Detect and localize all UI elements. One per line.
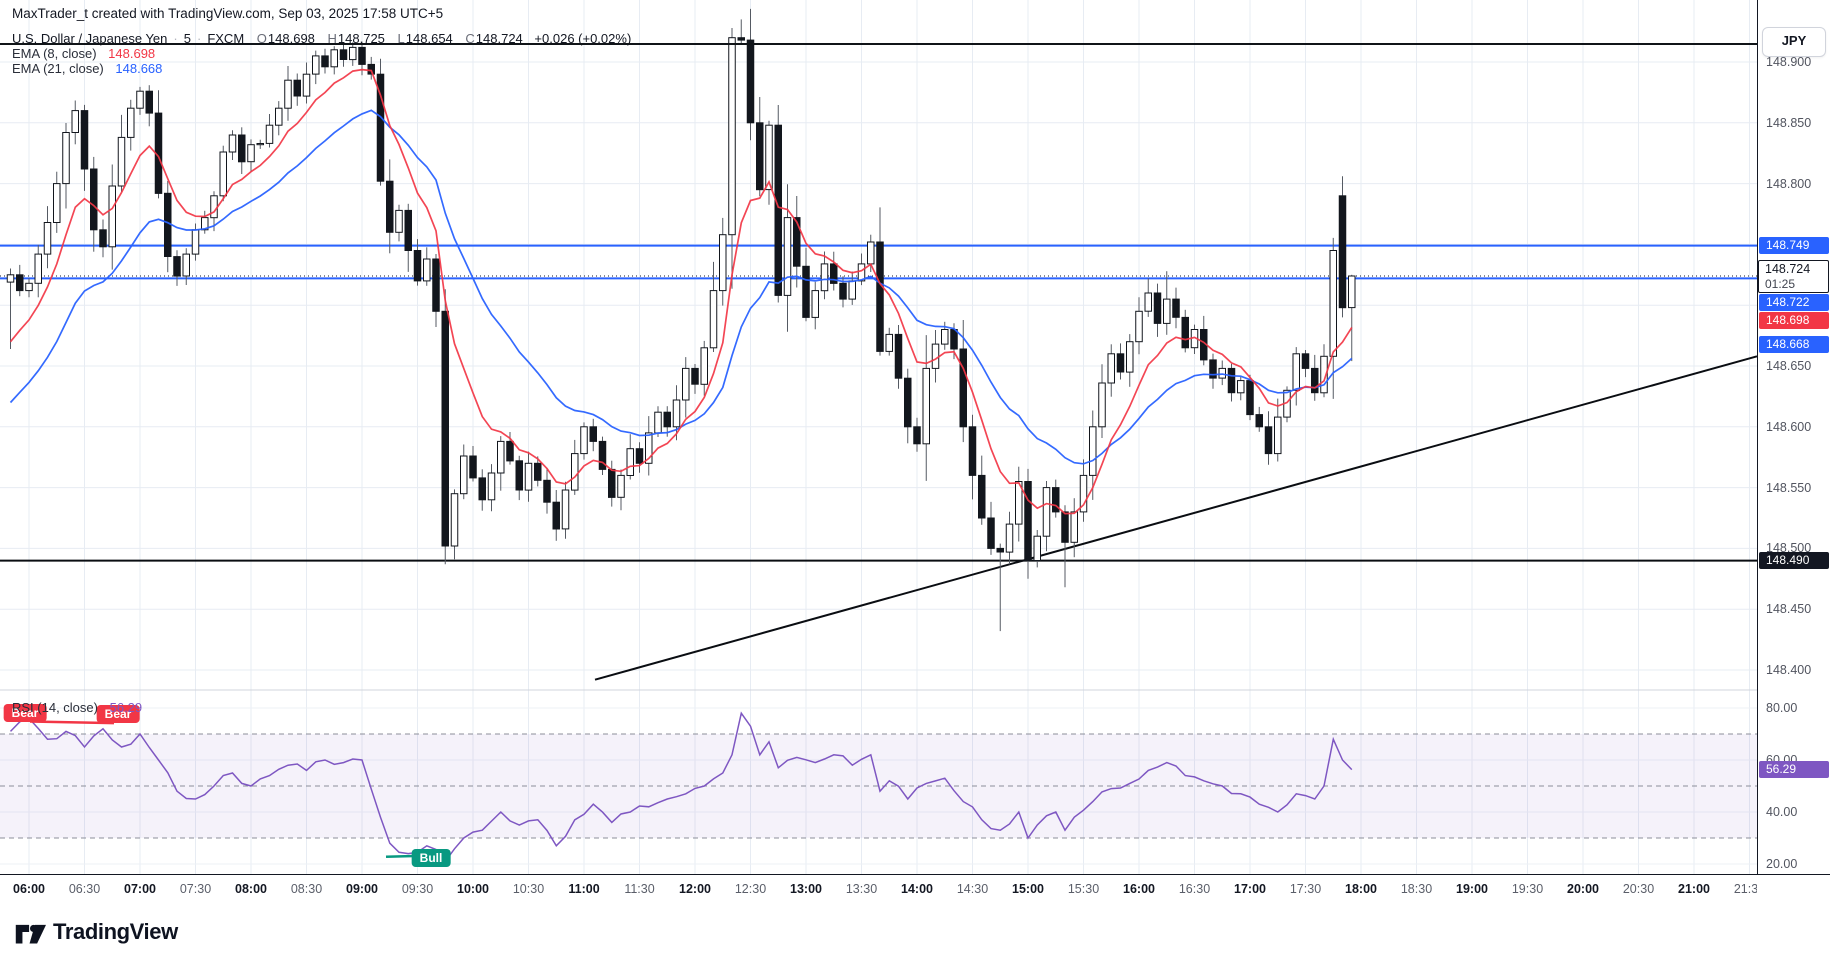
time-tick-label: 06:30 — [68, 882, 101, 896]
ema8-legend-row[interactable]: EMA (8, close) 148.698 — [12, 46, 155, 61]
time-tick-label: 20:00 — [1567, 882, 1599, 896]
price-tick-label: 148.450 — [1766, 602, 1812, 617]
time-tick-label: 19:30 — [1511, 882, 1544, 896]
price-tick-label: 148.650 — [1766, 359, 1812, 373]
price-axis[interactable]: JPY 148.900 148.850 148.800 148.650 148.600 1… — [1758, 0, 1830, 874]
current-price-label: 148.724 01:25 — [1758, 259, 1829, 293]
tradingview-logo[interactable]: TradingView — [14, 916, 178, 948]
time-tick-label: 19:00 — [1456, 882, 1488, 896]
separator-dot: · — [173, 31, 178, 46]
time-tick-label: 11:30 — [624, 882, 655, 896]
price-tick-label: 148.550 — [1766, 480, 1812, 495]
time-tick-label: 12:30 — [734, 882, 767, 896]
time-tick-label: 09:30 — [401, 882, 434, 896]
time-tick-label: 18:30 — [1400, 882, 1433, 896]
time-tick-label: 07:00 — [124, 882, 156, 896]
ema8-value: 148.698 — [108, 46, 156, 61]
ema21-title: EMA (21, close) — [12, 61, 104, 76]
time-tick-label: 13:30 — [845, 882, 878, 896]
bear-signal-badge-1: Bear — [3, 704, 47, 722]
current-price-value: 148.724 — [1765, 261, 1811, 276]
time-tick-label: 15:30 — [1067, 882, 1100, 896]
ema21-value: 148.668 — [115, 61, 163, 76]
chart-credit-text: MaxTrader_t created with TradingView.com… — [12, 6, 444, 21]
time-tick-label: 16:30 — [1178, 882, 1211, 896]
rsi-tick-label: 80.00 — [1766, 701, 1798, 715]
bear-signal-badge-2: Bear — [96, 705, 140, 723]
time-tick-label: 18:00 — [1345, 882, 1377, 896]
separator-dot: · — [196, 31, 202, 46]
time-tick-label: 10:00 — [457, 882, 489, 896]
tradingview-logo-text: TradingView — [53, 919, 178, 944]
high-value: 148.725 — [337, 31, 385, 46]
price-tick-label: 148.800 — [1766, 176, 1812, 191]
price-level-badge: 148.668 — [1759, 335, 1829, 353]
time-tick-label: 17:30 — [1289, 882, 1322, 896]
time-tick-label: 20:30 — [1622, 882, 1655, 896]
price-tick-label: 148.400 — [1766, 663, 1812, 677]
price-level-badge: 148.490 — [1759, 552, 1829, 570]
low-value: 148.654 — [405, 31, 453, 46]
open-label: O — [256, 31, 267, 46]
rsi-value-badge: 56.29 — [1759, 761, 1829, 779]
time-tick-label: 07:30 — [179, 882, 212, 896]
time-tick-label: 10:30 — [512, 882, 545, 896]
close-label: C — [465, 31, 475, 46]
price-tick-label: 148.500 — [1766, 541, 1812, 556]
price-tick-label: 148.600 — [1766, 419, 1812, 434]
bull-signal-badge: Bull — [411, 849, 451, 867]
price-level-badge: 148.722 — [1759, 293, 1829, 311]
time-tick-label: 08:30 — [290, 882, 323, 896]
price-axis-border — [1757, 0, 1758, 874]
time-tick-label: 06:00 — [13, 882, 45, 896]
time-tick-label: 17:00 — [1234, 882, 1266, 896]
rsi-title: RSI (14, close) — [12, 700, 98, 715]
price-level-badge: 148.698 — [1759, 311, 1829, 329]
ema8-title: EMA (8, close) — [12, 46, 97, 61]
ema21-legend-row[interactable]: EMA (21, close) 148.668 — [12, 61, 162, 76]
time-tick-label: 13:00 — [790, 882, 822, 896]
high-label: H — [327, 31, 337, 46]
time-tick-label: 21:30 — [1733, 882, 1757, 896]
low-label: L — [397, 31, 405, 46]
currency-toggle-button[interactable]: JPY — [1762, 27, 1826, 57]
close-value: 148.724 — [475, 31, 523, 46]
time-tick-label: 15:00 — [1012, 882, 1044, 896]
resistance-line-148915[interactable] — [0, 43, 1757, 45]
time-tick-label: 14:30 — [956, 882, 989, 896]
rsi-value: 56.29 — [109, 700, 143, 715]
tradingview-logo-icon — [15, 924, 46, 944]
bar-countdown: 01:25 — [1765, 276, 1796, 291]
time-tick-label: 08:00 — [235, 882, 267, 896]
time-tick-label: 14:00 — [901, 882, 933, 896]
symbol-legend-row[interactable]: U.S. Dollar / Japanese Yen · 5 · FXCM O148.6… — [12, 31, 631, 46]
price-level-badge: 148.749 — [1759, 237, 1829, 255]
exchange-label: FXCM — [207, 31, 245, 46]
symbol-name: U.S. Dollar / Japanese Yen — [12, 31, 168, 46]
time-tick-label: 11:00 — [568, 882, 600, 896]
interval-label: 5 — [183, 31, 191, 46]
change-value: +0.026 (+0.02%) — [534, 31, 632, 46]
time-tick-label: 09:00 — [346, 882, 378, 896]
time-axis-border — [0, 874, 1830, 875]
time-axis[interactable]: 06:00 06:30 07:00 07:30 08:00 08:30 09:00 09:30… — [0, 875, 1757, 904]
open-value: 148.698 — [267, 31, 315, 46]
time-tick-label: 12:00 — [679, 882, 711, 896]
rsi-legend-row[interactable]: RSI (14, close) 56.29 — [12, 700, 142, 715]
rsi-tick-label: 20.00 — [1766, 857, 1798, 871]
price-tick-label: 148.850 — [1766, 115, 1812, 130]
time-tick-label: 21:00 — [1678, 882, 1710, 896]
time-tick-label: 16:00 — [1123, 882, 1155, 896]
price-tick-label: 148.900 — [1766, 55, 1812, 69]
rsi-tick-label: 40.00 — [1766, 805, 1798, 819]
